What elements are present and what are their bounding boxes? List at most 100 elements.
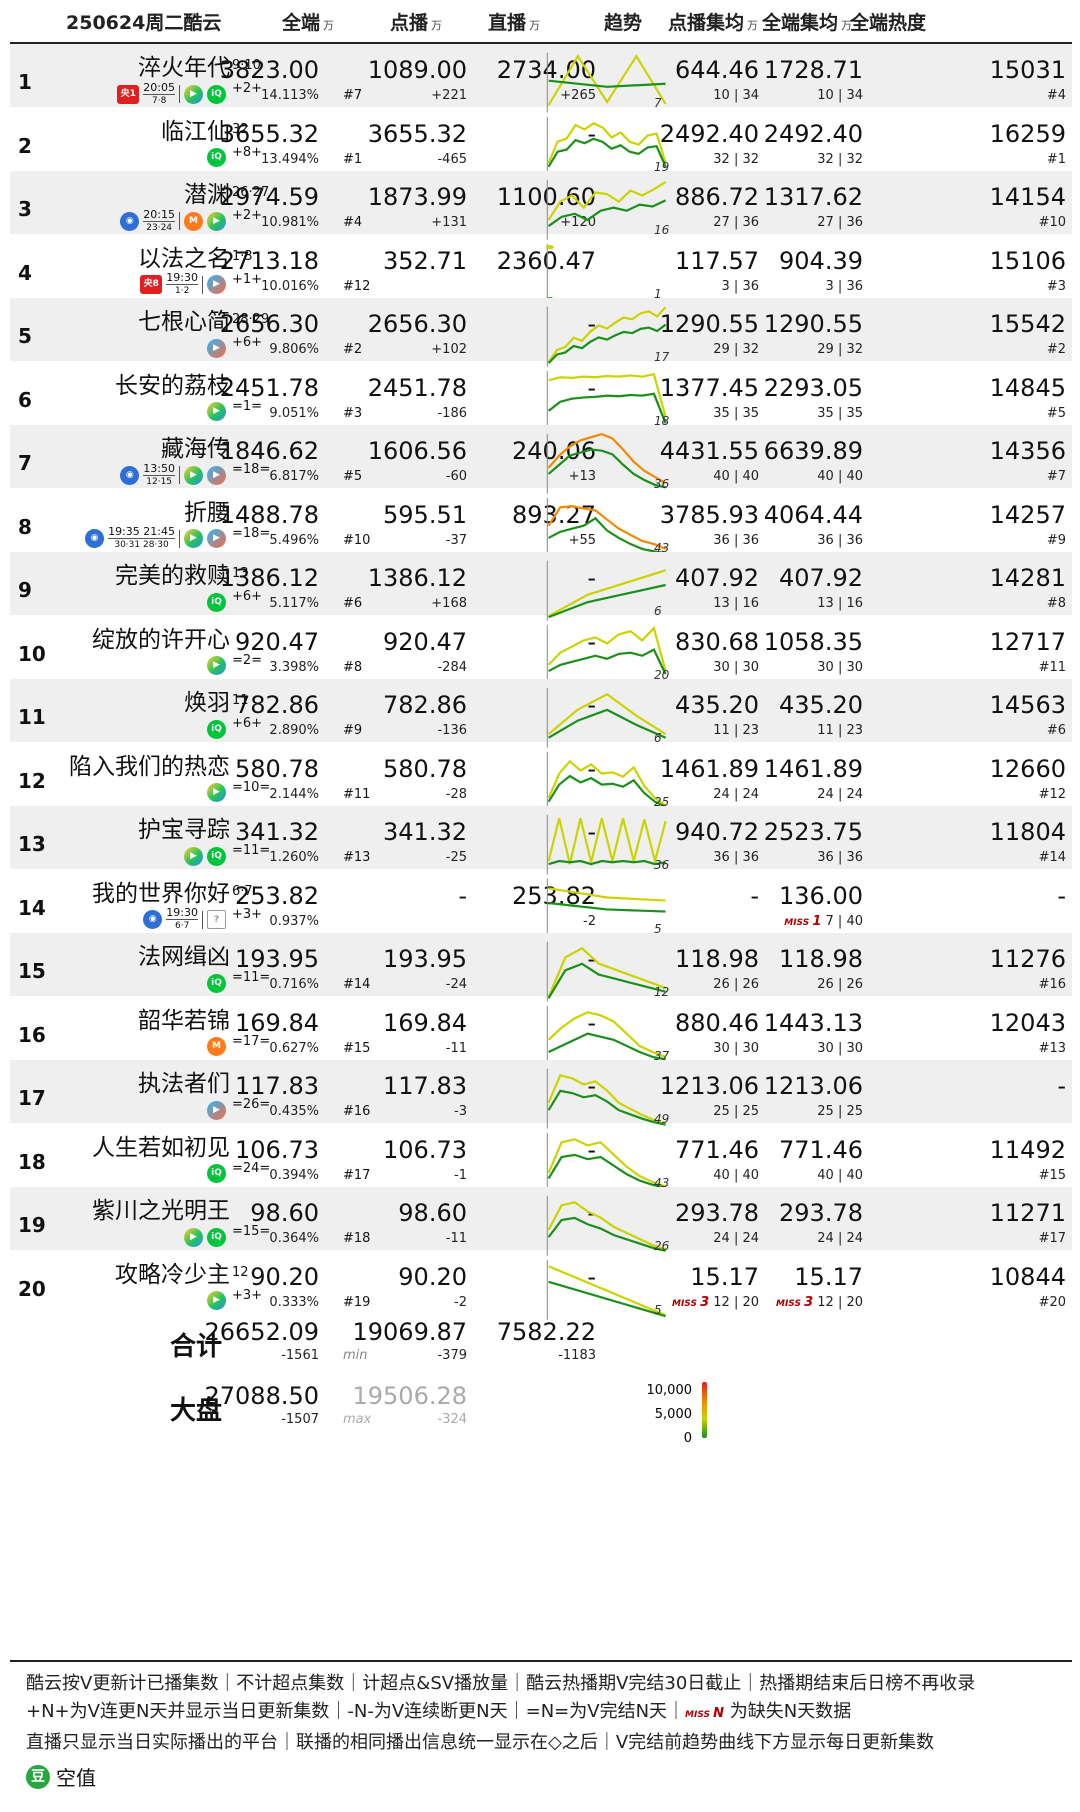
show-title: 执法者们: [138, 1071, 230, 1097]
all-average-episodes: MISS 1 7 | 40: [784, 914, 863, 929]
table-row: 9 完美的救赎 13 +6+ iQ 1386.12 5.117% 1386.12 #6 +168-…: [10, 552, 1072, 615]
vod-average-episodes: 36 | 36: [713, 533, 759, 548]
all-platform-views: 341.32: [235, 818, 319, 846]
heat-rank: #10: [1038, 215, 1066, 230]
all-platform-views: 98.60: [250, 1199, 319, 1227]
table-row: 20 攻略冷少主 12 +3+ ▶ 90.20 0.333% 90.20 #19 -2 - 5 15.1…: [10, 1251, 1072, 1314]
rank: 18: [18, 1149, 46, 1174]
vod-rank: #3: [343, 405, 363, 421]
show-title: 以法之名: [138, 245, 230, 272]
trend-chart: [546, 808, 676, 876]
vod-rank: #6: [343, 596, 363, 611]
broadcast-episodes: 1·2: [166, 284, 198, 297]
update-tag: =18=: [232, 462, 271, 477]
all-average-episodes: 13 | 16: [817, 596, 863, 611]
vod-views: 1089.00: [367, 56, 467, 84]
all-average: 2293.05: [763, 373, 863, 402]
market-share: 14.113%: [261, 88, 319, 103]
vod-average-episodes: 27 | 36: [713, 215, 759, 230]
heat-rank: #8: [1046, 596, 1066, 611]
trend-line-vod: [549, 1281, 666, 1315]
all-average: 771.46: [779, 1135, 863, 1164]
show-title: 人生若如初见: [92, 1134, 230, 1161]
footnote-line-3: 直播只显示当日实际播出的平台｜联播的相同播出信息统一显示在◇之后｜V完结前趋势曲…: [26, 1732, 935, 1753]
live-views: -: [587, 1262, 596, 1291]
live-views: -: [587, 1072, 596, 1100]
market-share: 0.937%: [269, 913, 319, 929]
miss-legend: MISS N: [685, 1706, 725, 1721]
trend-line-all: [549, 434, 666, 483]
mango-icon: M: [184, 211, 203, 231]
rank: 13: [18, 832, 46, 856]
vod-rank: #13: [343, 850, 371, 865]
missing-days: 3: [804, 1294, 814, 1310]
heat-score: 15106: [989, 246, 1066, 275]
vod-average-episodes: 25 | 25: [713, 1104, 759, 1119]
tencent-icon: ▶: [207, 1291, 226, 1310]
table-header: 250624周二酷云 全端万 点播万 直播万 趋势 点播集均万 全端集均万 全端…: [0, 0, 1080, 42]
color-scale-legend: 10,000 5,000 0: [647, 1382, 707, 1446]
table-row: 6 长安的荔枝 =1= ▶ 2451.78 9.051% 2451.78 #3 -186-18 1…: [10, 362, 1072, 425]
live-views: -: [587, 1008, 596, 1037]
tv-channel-icon: ◉: [120, 465, 140, 485]
trend-line-all: [549, 628, 666, 671]
total-vod: 19069.87: [352, 1318, 467, 1346]
trend-line-vod: [549, 585, 666, 617]
rank: 12: [18, 768, 46, 793]
platforms: ◉ 19:30 6·7?: [143, 907, 226, 932]
tencent-icon: ▶: [207, 211, 226, 231]
vod-change: -25: [445, 850, 467, 865]
all-average: 293.78: [779, 1199, 863, 1227]
all-average-episodes-text: 29 | 32: [817, 342, 863, 357]
market-vod-change: -324: [437, 1412, 467, 1427]
market-vod-tag: max: [343, 1412, 372, 1427]
platforms: 央8 19:30 1·2 ▶: [140, 271, 226, 297]
trend-line-all: [549, 570, 666, 616]
vod-average: 886.72: [675, 183, 759, 211]
update-tag: =24=: [232, 1160, 271, 1176]
all-platform-views: 580.78: [235, 754, 319, 783]
vod-average: 830.68: [675, 627, 759, 656]
show-title: 折腰: [184, 499, 230, 526]
all-average-episodes-text: 36 | 36: [817, 532, 863, 548]
youku-icon: ▶: [207, 338, 226, 358]
trend-line-all: [549, 1139, 666, 1186]
all-platform-views: 106.73: [235, 1135, 319, 1164]
all-platform-views: 193.95: [235, 945, 319, 973]
all-platform-views: 782.86: [235, 691, 319, 719]
broadcast-time: 20:15 23·24: [143, 207, 175, 233]
market-share: 1.260%: [269, 850, 319, 865]
live-views: -: [587, 945, 596, 973]
update-tag: +3+: [232, 1287, 263, 1303]
all-average-episodes: 24 | 24: [817, 787, 863, 802]
footer-divider: [10, 1660, 1072, 1662]
vod-average: 1213.06: [659, 1072, 759, 1100]
vod-average-episodes-text: 10 | 34: [713, 88, 759, 103]
tencent-icon: ▶: [184, 465, 203, 485]
trend-line-vod: [549, 200, 666, 226]
trend-line-all: [549, 694, 666, 734]
vod-average: 117.57: [675, 246, 759, 275]
vod-average-episodes-text: 40 | 40: [713, 469, 759, 484]
all-average-episodes-text: 40 | 40: [817, 1167, 863, 1183]
platforms: M: [207, 1035, 226, 1059]
col-live: 直播万: [488, 12, 541, 34]
author-badge[interactable]: 豆 空值: [26, 1762, 96, 1791]
all-platform-views: 2451.78: [219, 373, 319, 402]
all-platform-views: 1386.12: [219, 564, 319, 592]
iqiyi-icon: iQ: [207, 719, 226, 739]
trend-line-vod: [549, 325, 666, 364]
separator: [179, 212, 180, 230]
rank: 2: [18, 133, 32, 158]
vod-average-episodes: 30 | 30: [713, 1041, 759, 1056]
all-average-episodes: 3 | 36: [826, 279, 863, 294]
tv-channel-icon: ◉: [143, 910, 163, 929]
market-share: 0.435%: [269, 1104, 319, 1119]
episodes: 28·29: [232, 312, 270, 327]
separator: [179, 85, 180, 103]
platforms: ◉ 19:35 21:45 30·31 28·30 ▶ ▶: [85, 526, 226, 551]
rank: 20: [18, 1276, 46, 1301]
broadcast-time: 19:30 1·2: [166, 271, 198, 297]
table-row: 14 我的世界你好 6·7 +3+ ◉ 19:30 6·7? 253.82 0.937% -253…: [10, 870, 1072, 933]
youku-icon: ▶: [207, 465, 226, 485]
